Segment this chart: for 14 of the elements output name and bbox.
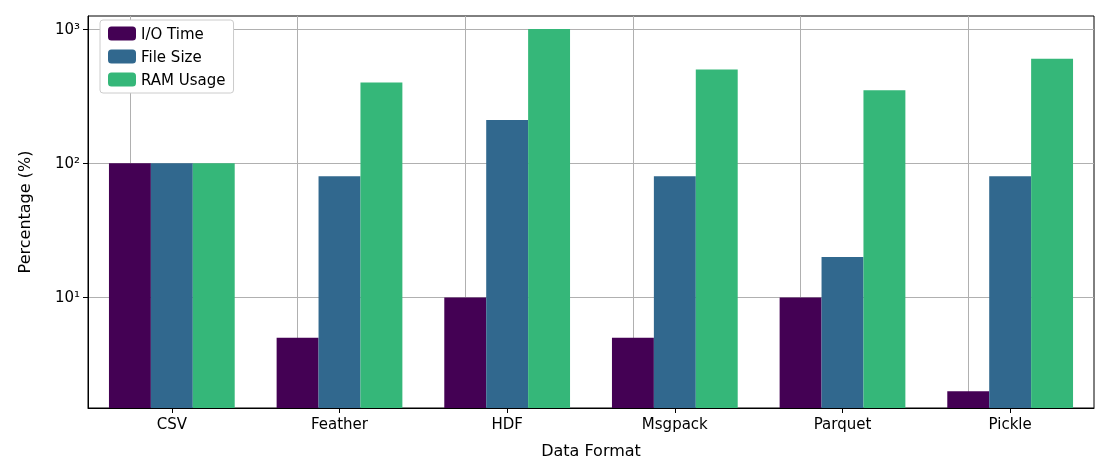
x-tick-label: HDF	[491, 414, 523, 433]
x-axis-title: Data Format	[541, 440, 641, 460]
y-axis-title: Percentage (%)	[14, 150, 34, 274]
y-tick-label: 10³	[54, 20, 80, 39]
x-tick-label: Pickle	[988, 414, 1032, 433]
legend-label: File Size	[141, 47, 202, 66]
x-tick-label: Msgpack	[641, 414, 709, 433]
x-tick-label: Feather	[310, 414, 369, 433]
y-tick-label: 10²	[54, 154, 80, 173]
legend-label: RAM Usage	[141, 70, 226, 89]
y-tick-label: 10¹	[54, 288, 80, 307]
legend-label: I/O Time	[141, 24, 204, 43]
x-tick-label: CSV	[156, 414, 188, 433]
x-tick-label: Parquet	[813, 414, 872, 433]
